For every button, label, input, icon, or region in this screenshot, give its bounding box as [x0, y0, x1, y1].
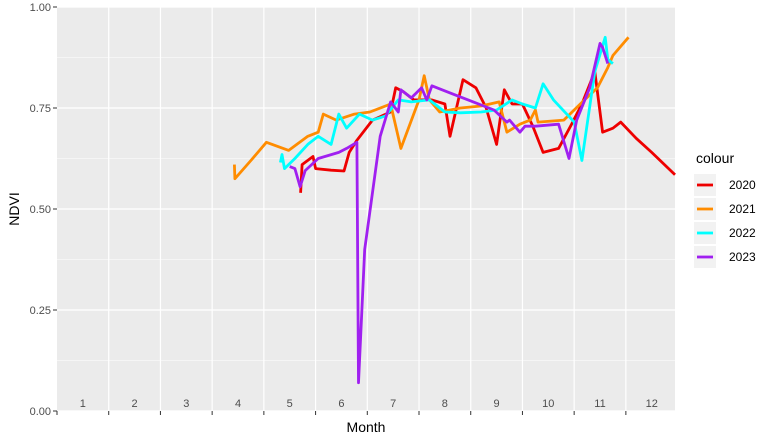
y-tick-label: 0.25	[30, 305, 51, 317]
legend-label-2022: 2022	[729, 226, 756, 240]
series-line-2020	[299, 70, 676, 193]
x-tick-label: 8	[442, 398, 448, 410]
y-tick-label: 0.75	[30, 103, 51, 115]
y-axis: 0.00 0.25 0.50 0.75 1.00	[30, 2, 57, 418]
y-tick-label: 1.00	[30, 2, 51, 14]
x-axis-title: Month	[347, 419, 386, 435]
legend-label-2021: 2021	[729, 202, 756, 216]
y-tick-label: 0.50	[30, 204, 51, 216]
x-tick-label: 2	[132, 398, 138, 410]
x-tick-label: 4	[235, 398, 241, 410]
major-gridlines	[57, 6, 675, 412]
y-tick-label: 0.00	[30, 406, 51, 418]
legend: colour 2020 2021 2022 2023	[694, 150, 756, 268]
x-tick-label: 3	[183, 398, 189, 410]
series-lines	[233, 35, 676, 385]
series-line-2023	[289, 42, 610, 385]
x-ticks	[56, 411, 627, 415]
x-tick-label: 6	[338, 398, 344, 410]
legend-title: colour	[696, 150, 734, 166]
legend-label-2023: 2023	[729, 250, 756, 264]
x-tick-label: 9	[494, 398, 500, 410]
x-tick-label: 10	[542, 398, 554, 410]
x-tick-label: 11	[594, 398, 605, 410]
legend-label-2020: 2020	[729, 178, 756, 192]
x-tick-label: 7	[390, 398, 396, 410]
y-axis-title: NDVI	[6, 192, 22, 225]
x-tick-labels: 1 2 3 4 5 6 7 8 9 10 11 12	[80, 398, 658, 410]
x-tick-label: 1	[80, 398, 86, 410]
x-tick-label: 12	[646, 398, 658, 410]
x-tick-label: 5	[287, 398, 293, 410]
